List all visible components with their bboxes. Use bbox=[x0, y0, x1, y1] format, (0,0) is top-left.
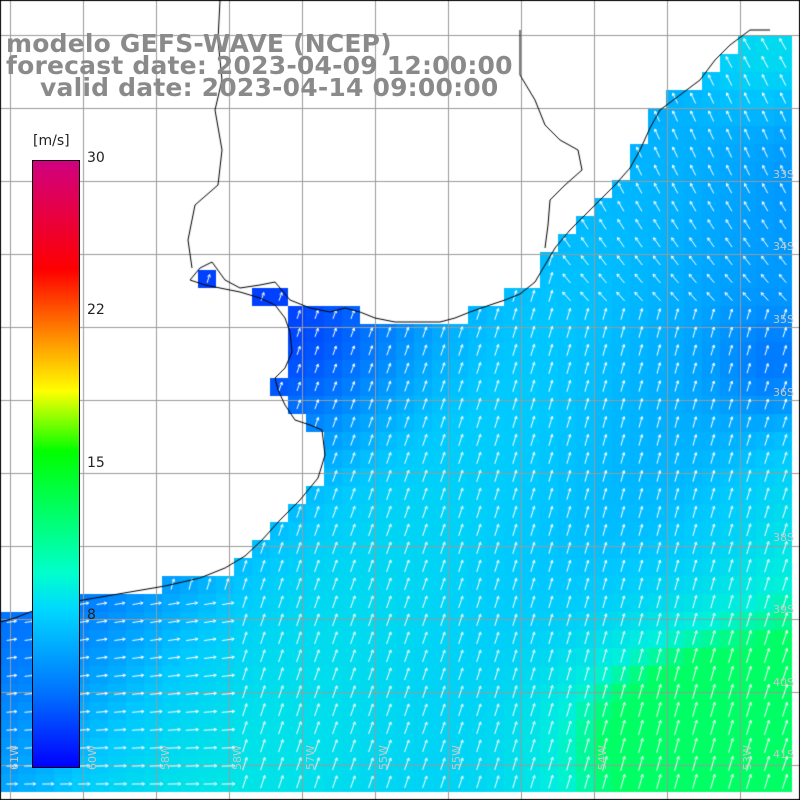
colorbar-tick-22: 22 bbox=[87, 302, 105, 318]
lon-label: 61W bbox=[8, 745, 21, 770]
lat-label: 39S bbox=[773, 603, 794, 616]
colorbar-unit: [m/s] bbox=[33, 133, 70, 149]
lat-label: 35S bbox=[773, 313, 794, 326]
lon-label: 55W bbox=[450, 745, 463, 770]
lat-label: 36S bbox=[773, 386, 794, 399]
lat-label: 40S bbox=[773, 676, 794, 689]
lon-label: 58W bbox=[159, 745, 172, 770]
colorbar-tick-8: 8 bbox=[87, 607, 96, 623]
colorbar-tick-30: 30 bbox=[87, 150, 105, 166]
colorbar bbox=[32, 160, 80, 768]
lon-label: 60W bbox=[86, 745, 99, 770]
lon-label: 55W bbox=[377, 745, 390, 770]
lat-label: 38S bbox=[773, 531, 794, 544]
lon-label: 58W bbox=[231, 745, 244, 770]
lat-label: 41S bbox=[773, 748, 794, 761]
lat-label: 34S bbox=[773, 240, 794, 253]
lat-label: 33S bbox=[773, 168, 794, 181]
valid-date: valid date: 2023-04-14 09:00:00 bbox=[40, 73, 499, 102]
lon-label: 54W bbox=[596, 745, 609, 770]
colorbar-tick-15: 15 bbox=[87, 455, 105, 471]
lon-label: 53W bbox=[741, 745, 754, 770]
forecast-date: forecast date: 2023-04-09 12:00:00 bbox=[6, 51, 513, 80]
model-title: modelo GEFS-WAVE (NCEP) bbox=[6, 29, 392, 58]
lon-label: 57W bbox=[304, 745, 317, 770]
